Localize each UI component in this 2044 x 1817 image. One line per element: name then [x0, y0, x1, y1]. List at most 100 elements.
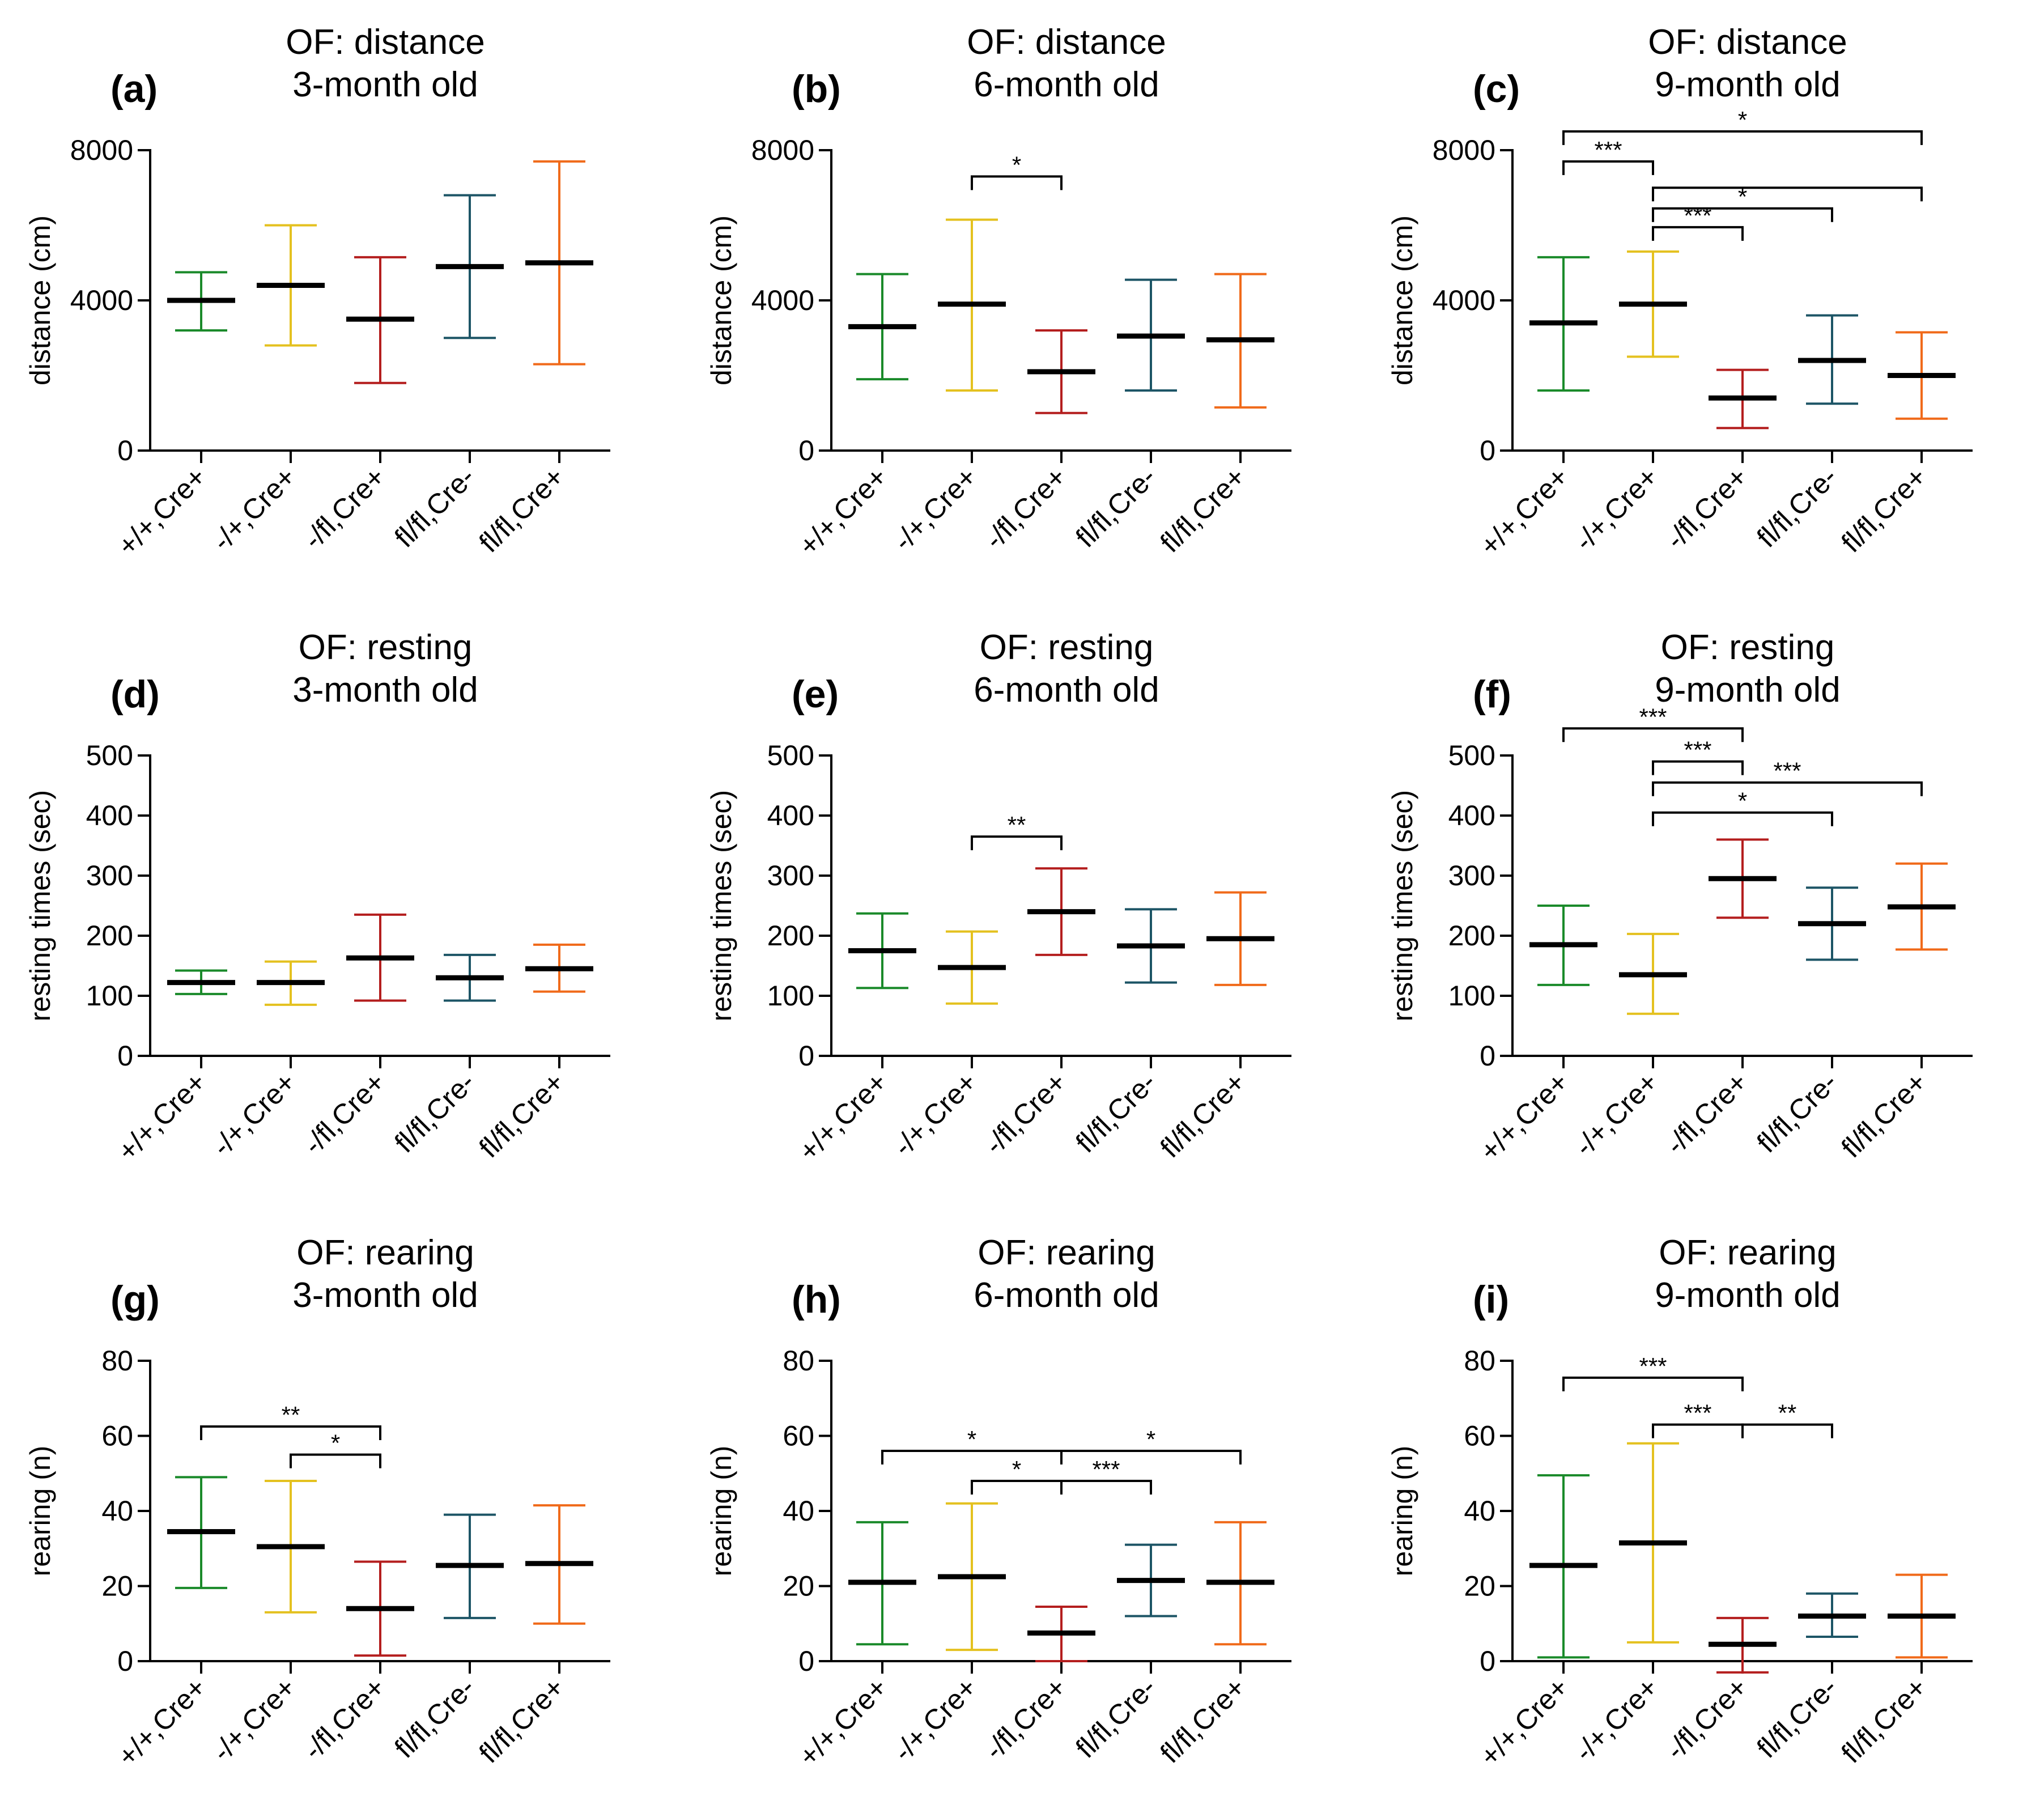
significance-label: * — [1738, 184, 1747, 210]
significance-label: *** — [1684, 1400, 1711, 1427]
x-tick-label: -/+,Cre+ — [887, 1066, 983, 1162]
x-tick-label: -/+,Cre+ — [1568, 1066, 1664, 1162]
x-tick-label: fl/fl,Cre+ — [473, 1671, 571, 1769]
x-tick-label: -/+,Cre+ — [206, 461, 301, 557]
y-tick-label: 100 — [86, 980, 133, 1012]
x-tick-label: fl/fl,Cre- — [1069, 1671, 1162, 1764]
y-tick-label: 0 — [798, 1040, 814, 1072]
x-tick-label: fl/fl,Cre- — [388, 461, 481, 553]
y-tick-label: 0 — [1480, 1645, 1495, 1677]
x-tick-label: -/fl,Cre+ — [978, 1671, 1072, 1765]
significance-bracket — [1060, 1480, 1152, 1495]
significance-bracket — [1562, 727, 1744, 742]
x-tick-label: -/+,Cre+ — [206, 1671, 301, 1767]
y-tick-label: 200 — [1448, 920, 1495, 952]
significance-bracket — [881, 1450, 1063, 1464]
significance-label: *** — [1639, 1353, 1667, 1379]
significance-label: ** — [1008, 812, 1026, 838]
panel-letter: (f) — [1473, 673, 1511, 716]
significance-label: *** — [1594, 137, 1622, 163]
chart-subtitle: 6-month old — [974, 65, 1159, 104]
y-tick-label: 8000 — [751, 134, 814, 166]
x-tick-label: +/+,Cre+ — [1474, 1066, 1575, 1167]
chart-subtitle: 3-month old — [292, 670, 478, 710]
y-tick-label: 0 — [798, 1645, 814, 1677]
panel-letter: (e) — [792, 673, 839, 716]
y-axis-label: resting times (sec) — [1387, 790, 1418, 1021]
x-tick-label: -/+,Cre+ — [1568, 461, 1664, 557]
x-tick-label: -/fl,Cre+ — [1659, 461, 1753, 555]
x-tick-label: fl/fl,Cre- — [388, 1671, 481, 1764]
chart-title: OF: rearing — [296, 1233, 474, 1272]
x-tick-label: +/+,Cre+ — [112, 1671, 213, 1772]
y-tick-label: 100 — [767, 980, 814, 1012]
y-axis-label: rearing (n) — [1387, 1446, 1418, 1577]
chart-panel-a: OF: distance 3-month old (a) 0 4000 8000 dista… — [0, 0, 681, 605]
x-tick-label: fl/fl,Cre+ — [1154, 1066, 1252, 1164]
y-tick-label: 0 — [117, 1040, 133, 1072]
y-tick-label: 100 — [1448, 980, 1495, 1012]
significance-bracket — [200, 1425, 381, 1440]
significance-bracket — [1652, 1423, 1744, 1438]
y-tick-label: 400 — [86, 800, 133, 831]
x-tick-label: fl/fl,Cre- — [1750, 1671, 1843, 1764]
y-tick-label: 200 — [86, 920, 133, 952]
y-tick-label: 200 — [767, 920, 814, 952]
y-axis-label: rearing (n) — [706, 1446, 737, 1577]
x-tick-label: fl/fl,Cre- — [1750, 1066, 1843, 1158]
x-tick-label: -/fl,Cre+ — [297, 1671, 391, 1765]
x-tick-label: +/+,Cre+ — [793, 461, 894, 562]
x-tick-label: -/+,Cre+ — [887, 1671, 983, 1767]
chart-panel-e: OF: resting 6-month old (e) 0 100 200 300 400 50… — [681, 605, 1362, 1211]
chart-subtitle: 9-month old — [1655, 670, 1840, 710]
x-tick-label: fl/fl,Cre+ — [1154, 1671, 1252, 1769]
significance-bracket — [1652, 760, 1744, 775]
y-tick-label: 0 — [798, 435, 814, 466]
x-tick-label: -/fl,Cre+ — [297, 461, 391, 555]
chart-panel-g: OF: rearing 3-month old (g) 0 20 40 60 80 rearin… — [0, 1211, 681, 1816]
y-tick-label: 60 — [783, 1420, 814, 1452]
panel-letter: (a) — [111, 67, 158, 111]
y-tick-label: 0 — [1480, 1040, 1495, 1072]
y-tick-label: 80 — [101, 1345, 133, 1377]
y-tick-label: 80 — [1464, 1345, 1495, 1377]
significance-bracket — [971, 175, 1063, 190]
y-tick-label: 0 — [117, 435, 133, 466]
significance-label: *** — [1092, 1456, 1120, 1483]
y-tick-label: 400 — [1448, 800, 1495, 831]
significance-label: ** — [1778, 1400, 1797, 1427]
x-tick-label: -/fl,Cre+ — [978, 461, 1072, 555]
y-axis-label: distance (cm) — [706, 215, 737, 385]
x-tick-label: fl/fl,Cre+ — [1835, 1066, 1933, 1164]
chart-title: OF: distance — [1648, 23, 1847, 62]
chart-panel-b: OF: distance 6-month old (b) 0 4000 8000 dista… — [681, 0, 1362, 605]
y-tick-label: 40 — [1464, 1495, 1495, 1527]
significance-bracket — [1562, 160, 1654, 175]
x-tick-label: fl/fl,Cre- — [1069, 461, 1162, 553]
y-tick-label: 500 — [1448, 740, 1495, 771]
chart-subtitle: 9-month old — [1655, 1276, 1840, 1315]
chart-title: OF: distance — [967, 23, 1166, 62]
panel-letter: (g) — [111, 1278, 160, 1321]
chart-panel-i: OF: rearing 9-month old (i) 0 20 40 60 80 rearin… — [1362, 1211, 2043, 1816]
y-axis-label: distance (cm) — [24, 215, 56, 385]
significance-bracket — [290, 1453, 381, 1468]
x-tick-label: +/+,Cre+ — [112, 1066, 213, 1167]
y-axis-label: rearing (n) — [24, 1446, 56, 1577]
x-tick-label: fl/fl,Cre+ — [473, 1066, 571, 1164]
y-tick-label: 60 — [1464, 1420, 1495, 1452]
chart-svg: OF: rearing 6-month old (h) 0 20 40 60 80 rearin… — [706, 1233, 1291, 1772]
y-tick-label: 300 — [86, 860, 133, 891]
significance-label: * — [1738, 107, 1747, 133]
x-tick-label: +/+,Cre+ — [1474, 461, 1575, 562]
y-axis-label: resting times (sec) — [24, 790, 56, 1021]
significance-label: * — [331, 1430, 340, 1457]
y-tick-label: 500 — [767, 740, 814, 771]
y-tick-label: 20 — [783, 1570, 814, 1602]
x-tick-label: fl/fl,Cre- — [1750, 461, 1843, 553]
y-tick-label: 4000 — [751, 285, 814, 316]
